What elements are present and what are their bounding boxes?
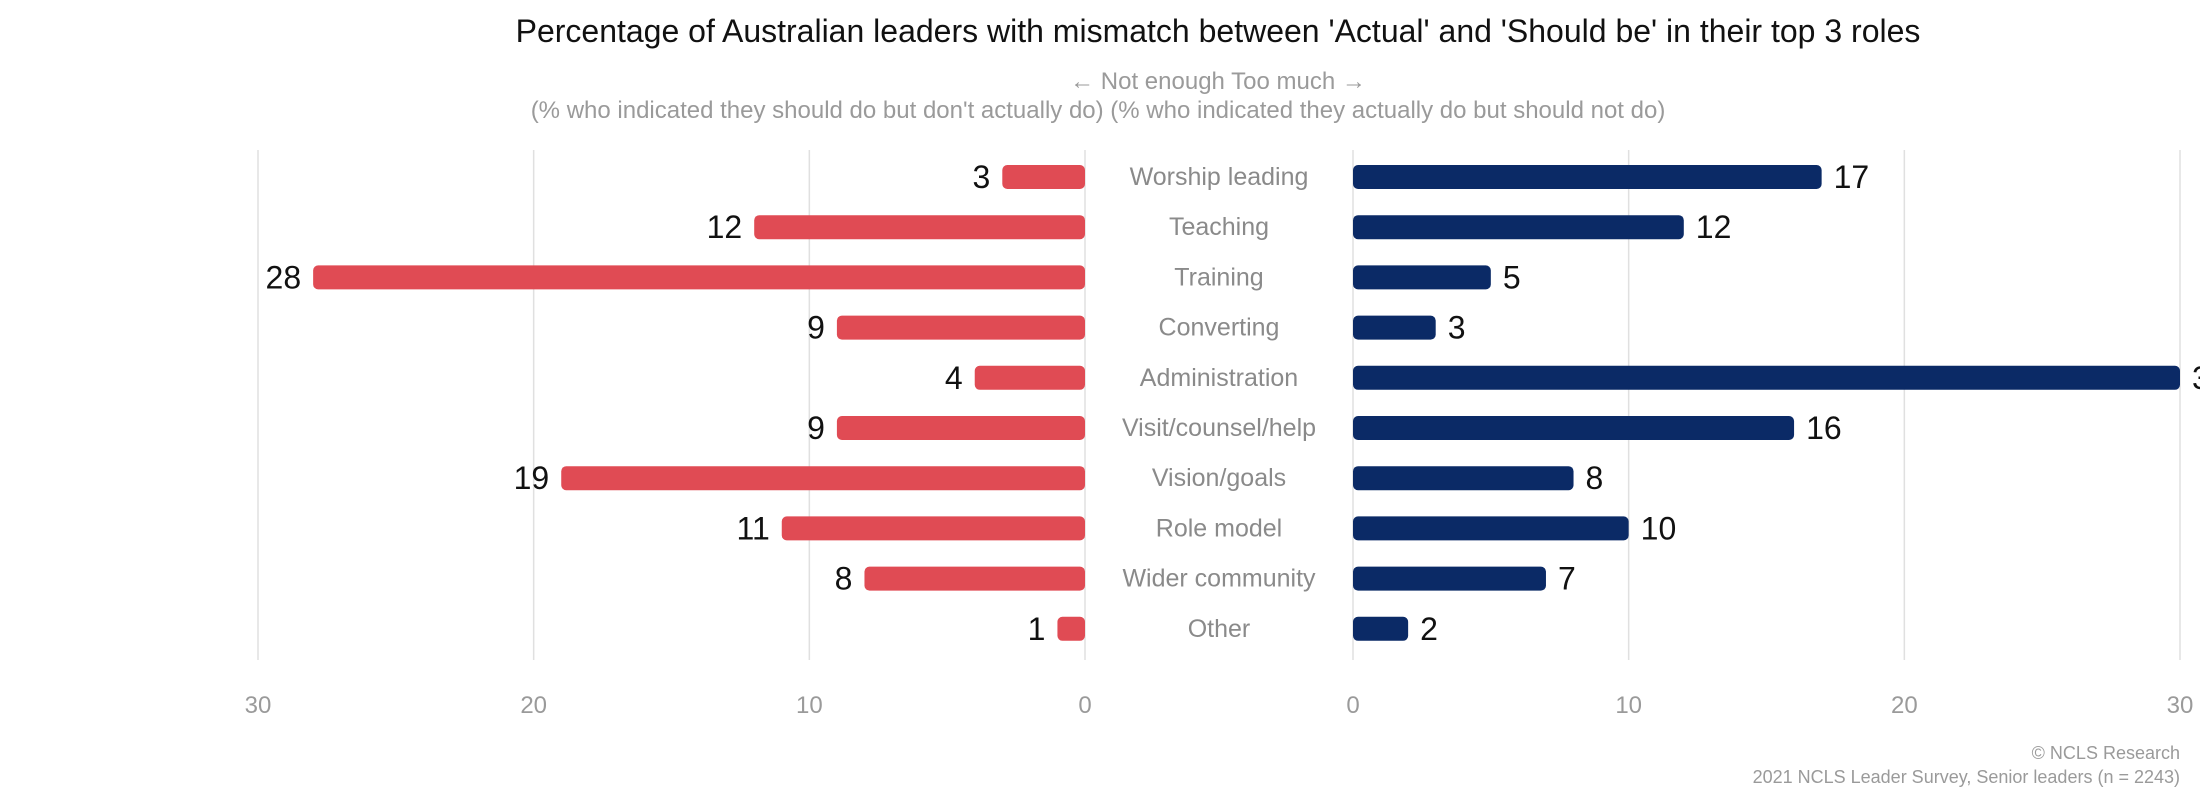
ticks-layer: 30 20 10 0 0 10 20 30	[245, 692, 2194, 719]
right-bar	[1353, 566, 1546, 591]
left-bar-value-label: 9	[807, 410, 825, 446]
left-axis-tick-label: 10	[796, 692, 823, 719]
category-label: Administration	[1140, 364, 1298, 392]
right-bar	[1353, 365, 2180, 390]
left-bar	[974, 365, 1085, 390]
footer-source: 2021 NCLS Leader Survey, Senior leaders …	[1753, 767, 2180, 787]
right-bar	[1353, 416, 1795, 440]
left-bar	[1002, 165, 1085, 189]
left-bar-value-label: 11	[737, 510, 770, 546]
left-bar	[864, 566, 1085, 591]
left-bar	[1057, 616, 1085, 641]
right-axis-tick-label: 20	[1891, 692, 1918, 719]
right-bar	[1353, 165, 1822, 189]
category-label: Converting	[1159, 314, 1280, 342]
footer-copyright: © NCLS Research	[2032, 743, 2180, 763]
left-bar	[561, 466, 1085, 491]
category-label: Other	[1188, 615, 1251, 643]
right-bar-value-label: 8	[1586, 460, 1604, 496]
left-bar	[781, 516, 1085, 541]
right-axis-tick-label: 30	[2167, 692, 2194, 719]
right-bar-value-label: 30	[2192, 360, 2200, 396]
chart-subtitle-direction: ← Not enough Too much →	[1070, 68, 1366, 95]
left-axis-tick-label: 30	[245, 692, 272, 719]
right-axis-tick-label: 0	[1346, 692, 1359, 719]
right-bar	[1353, 466, 1574, 491]
left-bar-value-label: 9	[807, 310, 825, 346]
right-bar	[1353, 616, 1409, 641]
left-axis-tick-label: 20	[520, 692, 547, 719]
category-label: Teaching	[1169, 213, 1269, 241]
category-label: Visit/counsel/help	[1122, 414, 1316, 442]
left-bar-value-label: 19	[514, 460, 550, 496]
category-label: Vision/goals	[1152, 464, 1286, 492]
right-axis-tick-label: 10	[1615, 692, 1642, 719]
right-bar-value-label: 5	[1503, 259, 1521, 295]
left-bar	[836, 416, 1085, 440]
right-bar	[1353, 215, 1684, 240]
left-bar-value-label: 1	[1028, 611, 1046, 647]
left-bar	[313, 265, 1086, 290]
right-bar-value-label: 16	[1806, 410, 1842, 446]
left-bar	[836, 315, 1085, 340]
category-label: Training	[1174, 263, 1263, 291]
left-axis-tick-label: 0	[1078, 692, 1091, 719]
left-bar-value-label: 8	[835, 561, 853, 597]
right-bar-value-label: 3	[1448, 310, 1466, 346]
chart-subtitle-explanation: (% who indicated they should do but don'…	[531, 97, 1666, 124]
category-label: Worship leading	[1130, 163, 1309, 191]
right-bar-value-label: 12	[1696, 209, 1732, 245]
right-bar-value-label: 2	[1420, 611, 1438, 647]
right-bar-value-label: 10	[1641, 510, 1677, 546]
left-bar	[754, 215, 1085, 240]
left-bar-value-label: 28	[266, 259, 302, 295]
left-bar-value-label: 12	[707, 209, 743, 245]
chart-title: Percentage of Australian leaders with mi…	[516, 13, 1921, 49]
category-label: Wider community	[1122, 565, 1316, 593]
right-bar-value-label: 7	[1558, 561, 1576, 597]
bars-layer	[313, 165, 2180, 641]
category-label: Role model	[1156, 514, 1282, 542]
right-bar	[1353, 516, 1629, 541]
left-bar-value-label: 3	[973, 159, 991, 195]
right-bar-value-label: 17	[1834, 159, 1870, 195]
right-bar	[1353, 315, 1436, 340]
right-bar	[1353, 265, 1491, 290]
left-bar-value-label: 4	[945, 360, 963, 396]
